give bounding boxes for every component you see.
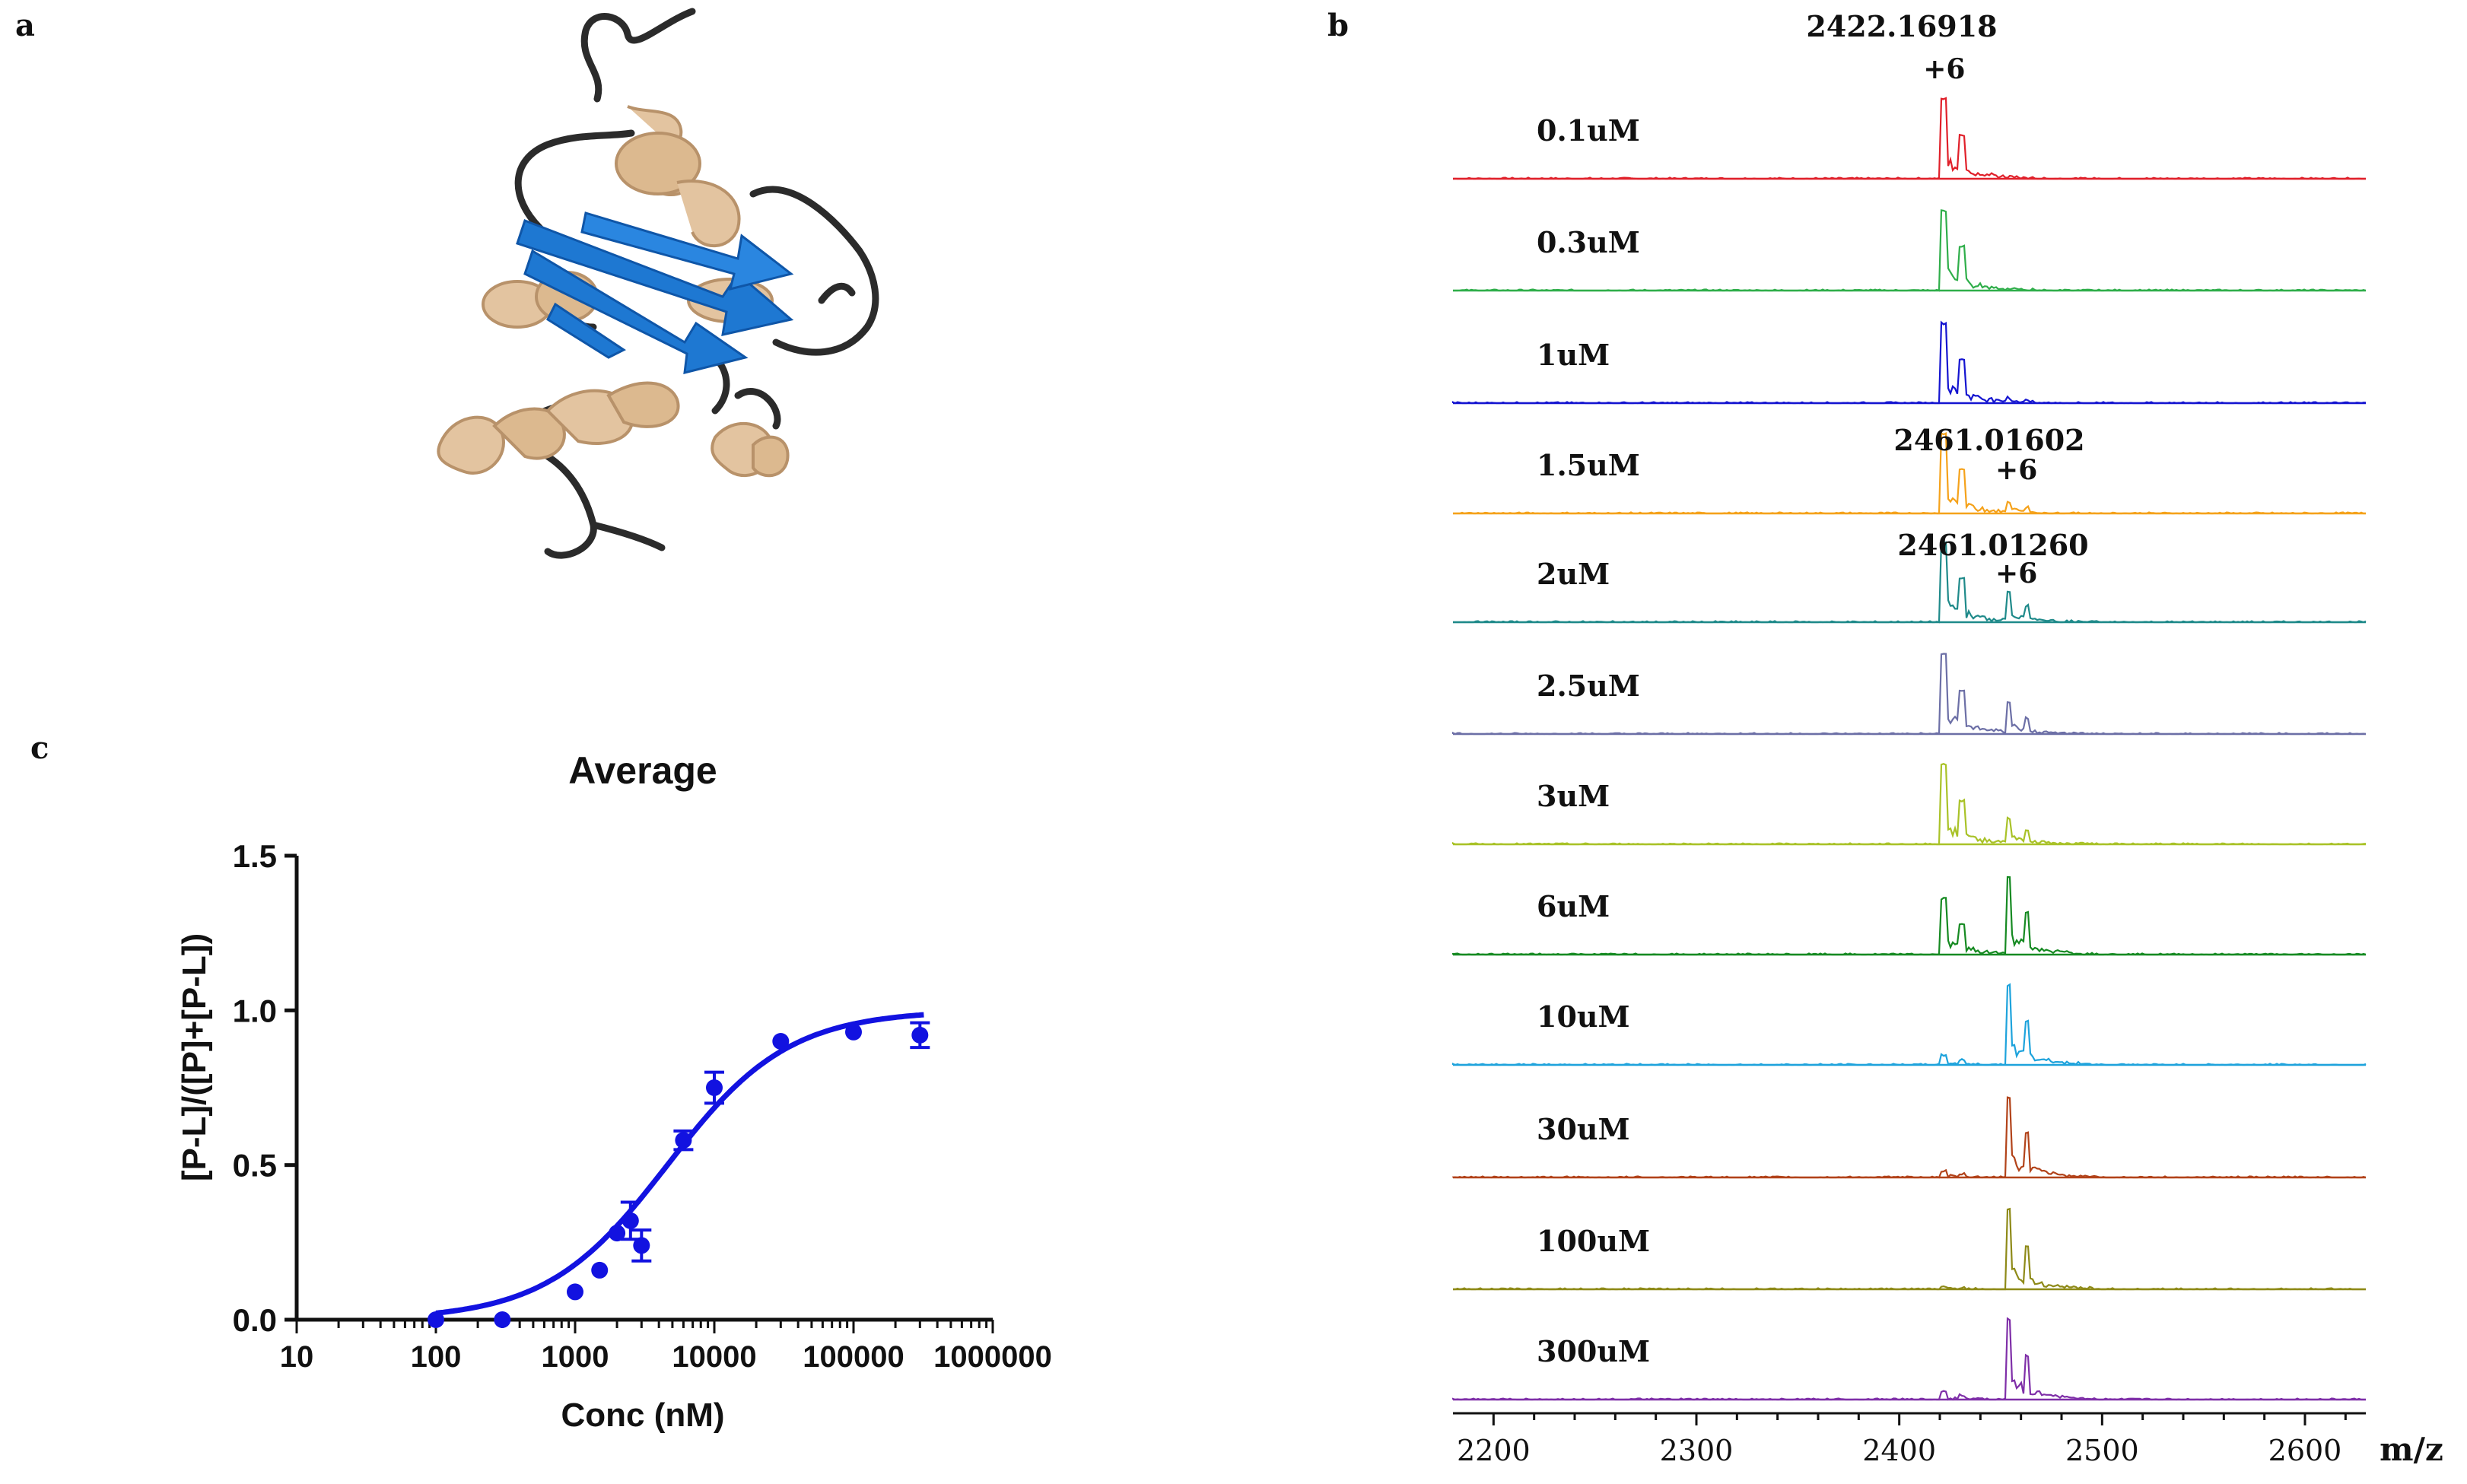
concentration-label: 10uM bbox=[1537, 999, 1630, 1034]
protein-structure-image bbox=[437, 8, 879, 559]
data-point bbox=[567, 1283, 583, 1301]
peak-mz-annotation: 2422.16918 bbox=[1806, 9, 1997, 43]
data-point bbox=[706, 1079, 723, 1096]
y-axis-label: [P-L]/([P]+[P-L]) bbox=[176, 933, 213, 1181]
protein-strands bbox=[516, 211, 794, 374]
y-tick-label: 1.0 bbox=[233, 993, 277, 1028]
concentration-label: 1uM bbox=[1537, 338, 1610, 372]
charge-state-annotation: +6 bbox=[1995, 454, 2037, 486]
concentration-label: 0.3uM bbox=[1537, 225, 1640, 259]
data-point bbox=[675, 1132, 692, 1149]
y-tick-label: 1.5 bbox=[233, 838, 277, 874]
x-tick-label: 10000 bbox=[672, 1340, 756, 1374]
x-tick-label: 10 bbox=[280, 1340, 314, 1374]
x-tick-label: 100000 bbox=[803, 1340, 904, 1374]
panel-label-c: c bbox=[30, 730, 49, 766]
concentration-label: 2.5uM bbox=[1537, 669, 1640, 703]
binding-curve-chart: Average [P-L]/([P]+[P-L]) Conc (nM) 0.0 0… bbox=[176, 749, 1052, 1434]
data-point bbox=[622, 1212, 639, 1229]
x-axis-label: m/z bbox=[2380, 1431, 2443, 1468]
data-point bbox=[428, 1311, 444, 1328]
fit-curve bbox=[435, 1012, 924, 1316]
y-tick-label: 0.5 bbox=[233, 1148, 277, 1184]
concentration-label: 100uM bbox=[1537, 1224, 1650, 1258]
concentration-label: 3uM bbox=[1537, 779, 1610, 813]
x-axis-label: Conc (nM) bbox=[561, 1397, 724, 1434]
mass-spectra-chart: 0.1uM 0.3uM 1uM 1.5uM 2uM 2.5uM 3uM 6uM 10uM 30uM… bbox=[1451, 9, 2443, 1468]
x-tick-label: 2500 bbox=[2065, 1434, 2139, 1467]
peak-mz-annotation: 2461.01602 bbox=[1893, 423, 2084, 457]
concentration-label: 1.5uM bbox=[1537, 448, 1640, 482]
data-point bbox=[591, 1261, 609, 1279]
x-tick-label: 2600 bbox=[2268, 1434, 2342, 1467]
data-point bbox=[609, 1225, 626, 1242]
x-tick-label: 1000000 bbox=[933, 1340, 1052, 1374]
concentration-label: 6uM bbox=[1537, 889, 1610, 923]
chart-title: Average bbox=[568, 749, 717, 792]
concentration-label: 2uM bbox=[1537, 557, 1610, 591]
x-tick-label: 2300 bbox=[1660, 1434, 1734, 1467]
data-point bbox=[633, 1237, 650, 1254]
data-point bbox=[772, 1033, 790, 1050]
y-tick-label: 0.0 bbox=[233, 1302, 277, 1338]
charge-state-annotation: +6 bbox=[1995, 558, 2037, 589]
data-point bbox=[845, 1023, 862, 1041]
charge-state-annotation: +6 bbox=[1923, 53, 1965, 85]
concentration-label: 300uM bbox=[1537, 1334, 1650, 1368]
x-tick-label: 100 bbox=[411, 1340, 462, 1374]
x-tick-label: 2200 bbox=[1457, 1434, 1531, 1467]
data-point bbox=[494, 1311, 511, 1328]
concentration-label: 0.1uM bbox=[1537, 113, 1640, 148]
peak-mz-annotation: 2461.01260 bbox=[1897, 528, 2088, 562]
panel-label-b: b bbox=[1327, 8, 1349, 43]
x-tick-label: 1000 bbox=[542, 1340, 609, 1374]
x-tick-label: 2400 bbox=[1862, 1434, 1936, 1467]
data-point bbox=[911, 1026, 929, 1044]
panel-label-a: a bbox=[15, 8, 35, 43]
concentration-label: 30uM bbox=[1537, 1112, 1630, 1146]
